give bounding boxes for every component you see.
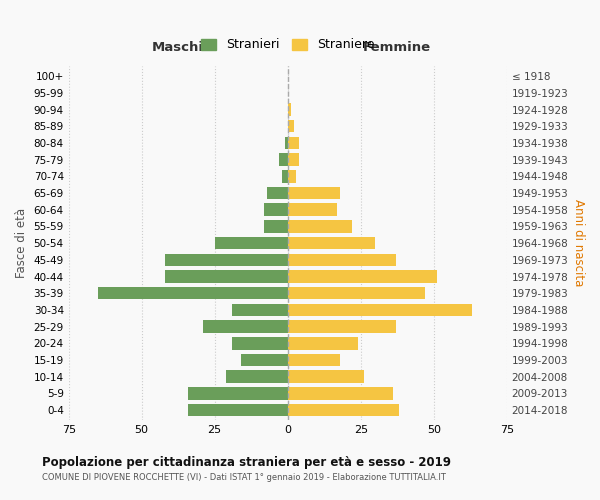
Bar	[98, 287, 287, 300]
Bar	[165, 270, 287, 283]
Bar	[282, 170, 287, 182]
Legend: Stranieri, Straniere: Stranieri, Straniere	[196, 34, 379, 56]
Y-axis label: Anni di nascita: Anni di nascita	[572, 200, 585, 287]
Bar	[287, 136, 299, 149]
Bar	[287, 237, 376, 250]
Bar	[287, 204, 337, 216]
Bar	[287, 387, 393, 400]
Bar	[267, 187, 287, 200]
Bar	[285, 136, 287, 149]
Bar	[287, 220, 352, 232]
Bar	[188, 387, 287, 400]
Bar	[287, 370, 364, 383]
Text: Femmine: Femmine	[363, 42, 431, 54]
Bar	[287, 354, 340, 366]
Bar	[232, 304, 287, 316]
Text: COMUNE DI PIOVENE ROCCHETTE (VI) - Dati ISTAT 1° gennaio 2019 - Elaborazione TUT: COMUNE DI PIOVENE ROCCHETTE (VI) - Dati …	[42, 473, 446, 482]
Bar	[203, 320, 287, 333]
Bar	[287, 187, 340, 200]
Bar	[241, 354, 287, 366]
Bar	[287, 404, 398, 416]
Bar	[287, 170, 296, 182]
Bar	[226, 370, 287, 383]
Text: Popolazione per cittadinanza straniera per età e sesso - 2019: Popolazione per cittadinanza straniera p…	[42, 456, 451, 469]
Bar	[188, 404, 287, 416]
Bar	[287, 104, 290, 116]
Bar	[165, 254, 287, 266]
Bar	[287, 154, 299, 166]
Bar	[287, 287, 425, 300]
Bar	[287, 337, 358, 349]
Bar	[287, 120, 293, 132]
Bar	[265, 204, 287, 216]
Bar	[279, 154, 287, 166]
Bar	[287, 320, 396, 333]
Text: Maschi: Maschi	[152, 42, 204, 54]
Bar	[287, 270, 437, 283]
Bar	[232, 337, 287, 349]
Bar	[287, 254, 396, 266]
Bar	[287, 304, 472, 316]
Bar	[215, 237, 287, 250]
Bar	[265, 220, 287, 232]
Y-axis label: Fasce di età: Fasce di età	[15, 208, 28, 278]
